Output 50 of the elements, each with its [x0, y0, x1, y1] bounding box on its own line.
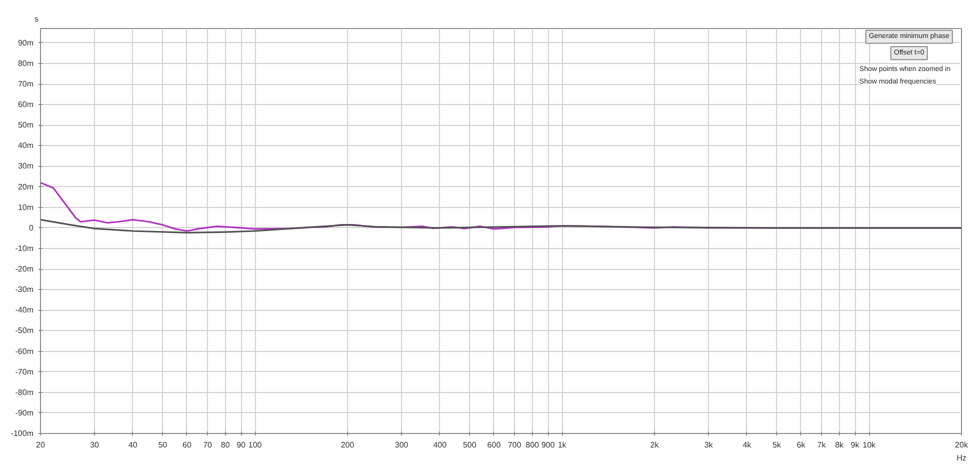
x-tick-label: 90: [236, 440, 246, 450]
x-tick-label: 200: [340, 440, 355, 450]
x-tick-label: 40: [128, 440, 138, 450]
x-tick-label: 400: [433, 440, 448, 450]
x-tick-label: 20: [36, 440, 46, 450]
x-axis-title: Hz: [956, 454, 966, 462]
y-tick-label: 80m: [18, 58, 34, 68]
y-tick-label: 10m: [18, 202, 34, 212]
y-tick-label: -20m: [15, 264, 34, 274]
y-tick-label: 50m: [18, 120, 34, 130]
x-tick-label: 4k: [742, 440, 752, 450]
x-tick-label: 9k: [850, 440, 860, 450]
x-tick-label: 7k: [817, 440, 827, 450]
y-tick-label: 0: [29, 223, 34, 232]
y-tick-label: 30m: [18, 162, 34, 171]
x-tick-label: 600: [487, 440, 502, 450]
y-tick-label: -40m: [15, 306, 34, 315]
x-tick-label: 1k: [558, 440, 568, 450]
x-tick-label: 60: [182, 440, 192, 450]
x-tick-label: 100: [248, 440, 262, 450]
x-tick-label: 6k: [796, 440, 806, 450]
y-tick-label: 40m: [18, 141, 34, 150]
y-tick-label: -30m: [15, 285, 34, 294]
y-tick-label: 90m: [18, 38, 34, 48]
y-tick-label: 70m: [18, 80, 34, 89]
x-tick-label: 900: [541, 440, 556, 450]
x-tick-label: 800: [526, 440, 540, 450]
x-tick-label: 2k: [650, 440, 660, 450]
x-tick-label: 70: [203, 440, 213, 450]
x-tick-label: 50: [158, 440, 168, 450]
x-tick-label: 30: [90, 440, 100, 450]
y-tick-label: -60m: [15, 346, 34, 356]
x-tick-label: 80: [220, 440, 230, 450]
x-tick-label: 500: [462, 440, 477, 450]
y-tick-label: 60m: [18, 100, 34, 110]
x-tick-label: 8k: [835, 440, 845, 450]
y-tick-label: -90m: [15, 408, 34, 418]
x-tick-label: 10k: [862, 440, 877, 450]
x-tick-label: 5k: [772, 440, 782, 450]
x-tick-label: 300: [394, 440, 409, 450]
y-tick-label: 20m: [18, 182, 34, 192]
x-tick-label: 700: [508, 440, 522, 450]
x-tick-label: 3k: [704, 440, 714, 450]
y-tick-label: -50m: [15, 326, 34, 336]
x-tick-label: 20k: [955, 440, 969, 450]
y-axis-title: s: [34, 14, 38, 24]
y-tick-label: -100m: [10, 429, 34, 438]
y-tick-label: -80m: [15, 388, 34, 397]
y-tick-label: -70m: [15, 367, 34, 376]
y-tick-label: -10m: [15, 244, 34, 253]
